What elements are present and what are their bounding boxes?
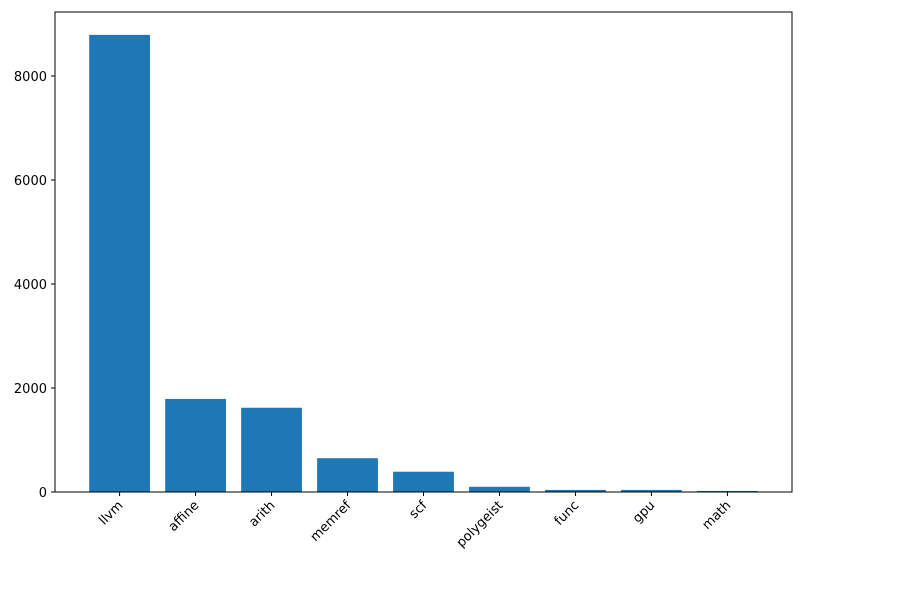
- y-tick-label: 4000: [14, 278, 47, 293]
- bar: [621, 489, 682, 492]
- y-tick-label: 2000: [14, 382, 47, 397]
- y-tick-label: 8000: [14, 70, 47, 85]
- bar: [165, 398, 226, 492]
- bar: [393, 471, 454, 492]
- bar: [469, 486, 530, 492]
- y-tick-label: 0: [39, 486, 47, 501]
- y-tick-label: 6000: [14, 174, 47, 189]
- bar: [317, 458, 378, 492]
- bar: [89, 34, 150, 493]
- bar: [241, 407, 302, 492]
- bar: [545, 489, 606, 492]
- bar: [697, 490, 758, 492]
- plot-frame: [54, 11, 793, 493]
